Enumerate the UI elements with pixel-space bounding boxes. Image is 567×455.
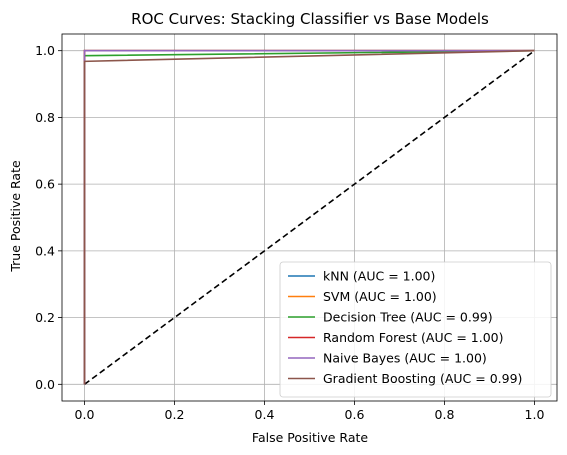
legend-box [279, 261, 552, 398]
x-tick-label: 0.8 [435, 407, 455, 422]
y-tick-label: 0.6 [35, 177, 55, 192]
legend-label: Naive Bayes (AUC = 1.00) [323, 351, 487, 366]
legend-label: Decision Tree (AUC = 0.99) [323, 310, 493, 325]
legend-label: SVM (AUC = 1.00) [323, 289, 437, 304]
legend: kNN (AUC = 1.00) SVM (AUC = 1.00) Decision… [279, 261, 552, 398]
y-tick-label: 0.4 [35, 243, 55, 258]
plot-frame [61, 33, 558, 402]
x-tick-label: 0.2 [165, 407, 185, 422]
legend-label: kNN (AUC = 1.00) [323, 269, 435, 284]
y-axis-label: True Positive Rate [8, 160, 23, 273]
y-axis-ticks: 0.0 0.2 0.4 0.6 0.8 1.0 [35, 43, 62, 392]
legend-label: Gradient Boosting (AUC = 0.99) [323, 371, 522, 386]
legend-label: Random Forest (AUC = 1.00) [323, 330, 504, 345]
series-line-5 [83, 49, 535, 385]
x-tick-label: 0.4 [255, 407, 275, 422]
y-tick-label: 0.8 [35, 110, 55, 125]
x-tick-label: 1.0 [525, 407, 545, 422]
plot-lines [83, 49, 535, 385]
x-axis-ticks: 0.0 0.2 0.4 0.6 0.8 1.0 [75, 401, 545, 422]
y-tick-label: 0.0 [35, 377, 55, 392]
x-axis-label: False Positive Rate [252, 430, 368, 445]
y-tick-label: 1.0 [35, 43, 55, 58]
y-tick-label: 0.2 [35, 310, 55, 325]
x-tick-label: 0.0 [75, 407, 95, 422]
reference-diagonal-line [84, 50, 535, 385]
x-tick-label: 0.6 [345, 407, 365, 422]
chart-title: ROC Curves: Stacking Classifier vs Base … [131, 10, 489, 28]
